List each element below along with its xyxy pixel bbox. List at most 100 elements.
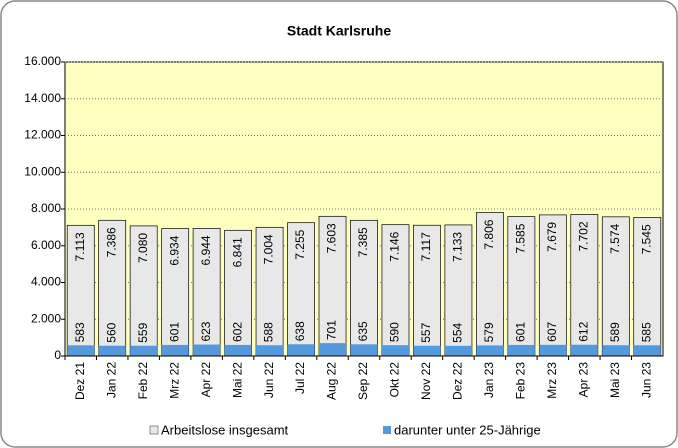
data-label: 7.806 xyxy=(482,219,496,249)
bar xyxy=(318,215,347,357)
x-tick-label: Okt 22 xyxy=(388,362,402,398)
data-label: 7.702 xyxy=(576,221,590,251)
x-tick-label: Nov 22 xyxy=(419,362,433,400)
bar xyxy=(129,225,158,357)
data-label: 601 xyxy=(167,322,181,342)
data-label: 559 xyxy=(136,322,150,342)
data-label: 7.574 xyxy=(608,224,622,254)
data-label: 7.603 xyxy=(325,223,339,253)
data-label: 590 xyxy=(388,322,402,342)
bar xyxy=(287,222,315,357)
data-label: 7.385 xyxy=(356,227,370,257)
x-tick-label: Sep 22 xyxy=(356,362,370,400)
bar xyxy=(192,228,221,357)
bar xyxy=(538,214,567,357)
x-tick-label: Feb 23 xyxy=(514,362,528,400)
data-label: 6.841 xyxy=(230,237,244,267)
data-label: 560 xyxy=(104,322,118,342)
data-label: 6.934 xyxy=(167,235,181,265)
x-tick-label: Jan 22 xyxy=(104,362,118,398)
x-tick-label: Mai 23 xyxy=(608,362,622,398)
y-tick-label: 14.000 xyxy=(24,91,61,105)
x-tick-label: Dez 21 xyxy=(73,362,87,400)
data-label: 579 xyxy=(482,322,496,342)
data-label: 7.146 xyxy=(388,231,402,261)
bar xyxy=(444,224,473,357)
legend-label: darunter unter 25-Jährige xyxy=(394,422,541,437)
bar xyxy=(161,344,189,356)
bar xyxy=(287,344,315,356)
data-label: 557 xyxy=(419,322,433,342)
y-tick-label: 8.000 xyxy=(31,201,61,215)
x-tick-label: Jun 23 xyxy=(639,362,653,398)
x-tick-label: Mai 22 xyxy=(230,362,244,398)
bar xyxy=(161,228,190,357)
data-label: 7.585 xyxy=(514,223,528,253)
bar xyxy=(67,345,95,356)
data-label: 6.944 xyxy=(199,235,213,265)
data-label: 701 xyxy=(325,320,339,340)
bar xyxy=(633,345,661,356)
data-label: 638 xyxy=(293,321,307,341)
bar xyxy=(350,219,378,357)
data-label: 7.133 xyxy=(451,232,465,262)
bar xyxy=(570,344,598,356)
bar xyxy=(444,345,472,356)
bar xyxy=(413,224,441,357)
bar xyxy=(98,345,126,356)
x-tick-label: Apr 22 xyxy=(199,362,213,398)
bar xyxy=(255,226,284,357)
bar xyxy=(602,345,630,356)
bar xyxy=(318,343,347,356)
data-label: 7.113 xyxy=(73,232,87,261)
data-label: 7.386 xyxy=(104,227,118,257)
data-label: 7.255 xyxy=(293,229,307,259)
data-label: 7.117 xyxy=(419,232,433,261)
data-label: 7.679 xyxy=(545,222,559,252)
bar xyxy=(570,214,599,357)
bar xyxy=(224,229,252,357)
bar xyxy=(381,345,410,356)
bar xyxy=(413,345,441,356)
bar xyxy=(350,344,378,356)
legend-swatch xyxy=(383,426,391,434)
x-tick-label: Mrz 23 xyxy=(545,362,559,399)
legend-label: Arbeitslose insgesamt xyxy=(161,422,289,437)
data-label: 602 xyxy=(230,322,244,342)
data-label: 585 xyxy=(639,322,653,342)
y-tick-label: 4.000 xyxy=(31,275,61,289)
bar xyxy=(130,345,158,356)
y-tick-label: 16.000 xyxy=(24,54,61,68)
y-tick-label: 2.000 xyxy=(31,311,61,325)
legend-swatch xyxy=(149,425,159,435)
bar xyxy=(381,224,410,357)
data-label: 601 xyxy=(514,322,528,342)
data-label: 589 xyxy=(608,322,622,342)
bar xyxy=(507,216,536,357)
bar xyxy=(476,345,504,356)
bar xyxy=(256,345,284,356)
x-tick-label: Aug 22 xyxy=(325,362,339,400)
data-label: 612 xyxy=(576,321,590,341)
x-tick-label: Apr 23 xyxy=(576,362,590,398)
y-tick-label: 0 xyxy=(54,348,61,362)
data-label: 607 xyxy=(545,321,559,341)
bar xyxy=(193,344,221,356)
x-tick-label: Dez 22 xyxy=(451,362,465,400)
x-tick-label: Jul 22 xyxy=(293,362,307,394)
y-tick-label: 12.000 xyxy=(24,128,61,142)
x-tick-label: Jun 22 xyxy=(262,362,276,398)
data-label: 635 xyxy=(356,321,370,341)
data-label: 588 xyxy=(262,322,276,342)
x-tick-label: Jan 23 xyxy=(482,362,496,398)
data-label: 623 xyxy=(199,321,213,341)
bar xyxy=(98,219,127,357)
chart-title: Stadt Karlsruhe xyxy=(287,23,391,39)
bar xyxy=(507,344,535,356)
data-label: 554 xyxy=(451,322,465,342)
bar xyxy=(539,344,567,356)
data-label: 7.004 xyxy=(262,234,276,264)
bar xyxy=(66,224,95,357)
